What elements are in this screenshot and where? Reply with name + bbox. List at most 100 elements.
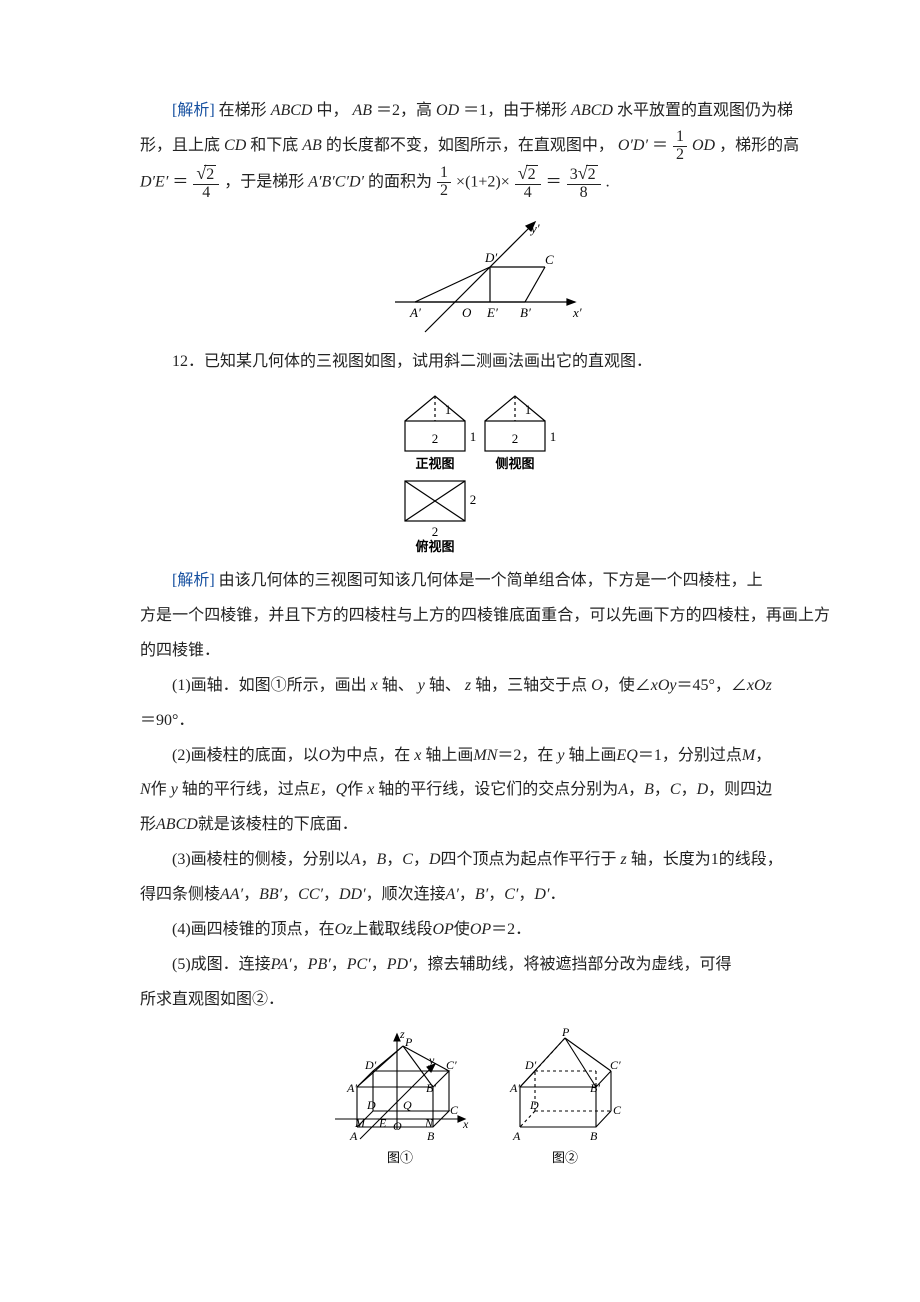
tv-2a: 2: [432, 524, 439, 539]
s2-N: N: [140, 781, 151, 798]
sol2-step2b: N作 y 轴的平行线，过点E，Q作 x 轴的平行线，设它们的交点分别为A，B，C…: [140, 773, 830, 808]
p3-area: 的面积为: [368, 173, 432, 190]
side-caption: 侧视图: [495, 456, 534, 471]
s2-Q: Q: [336, 781, 348, 798]
f3b-Dp: D′: [524, 1058, 537, 1072]
front-caption: 正视图: [415, 456, 454, 471]
f3-x: x: [462, 1117, 469, 1131]
f3-C: C: [450, 1103, 459, 1117]
f3-P: P: [404, 1035, 413, 1049]
p1-ab: AB: [352, 102, 372, 119]
s5-PA: PA′: [271, 956, 292, 973]
sv-2: 2: [512, 431, 519, 446]
f3-N: N: [424, 1116, 434, 1130]
s3-DD: DD′: [339, 886, 366, 903]
s2-g: ，: [755, 747, 771, 764]
p2-eq: ＝: [652, 137, 668, 154]
p1-od: OD: [436, 102, 459, 119]
solution-label: [解析]: [172, 102, 215, 119]
f3-M: M: [354, 1116, 366, 1130]
p3-dep: D′E′: [140, 173, 168, 190]
s2-l: 轴的平行线，设它们的交点分别为: [378, 781, 618, 798]
fig3-svg: D′ P z y C′ A′ D Q B′ C M E O N x A B: [325, 1024, 645, 1169]
s2-o: 就是该棱柱的下底面．: [198, 816, 358, 833]
p2-c: 的长度都不变，如图所示，在直观图中，: [326, 137, 614, 154]
p1-abcd: ABCD: [271, 102, 313, 119]
s5-b: ，擦去辅助线，将被遮挡部分改为虚线，可得: [412, 956, 732, 973]
s2-n2: 形: [140, 816, 156, 833]
p2-d: ，梯形的高: [719, 137, 799, 154]
p1-c: 水平放置的直观图仍为梯: [617, 102, 793, 119]
f3-Bp: B′: [426, 1081, 436, 1095]
page-root: [解析] 在梯形 ABCD 中， AB ＝2，高 OD ＝1，由于梯形 ABCD…: [0, 0, 920, 1302]
p1-eq2: ＝1，由于梯形: [463, 102, 567, 119]
s2-E: E: [310, 781, 320, 798]
p2-b: 和下底: [250, 137, 298, 154]
s3-BB: BB′: [259, 886, 282, 903]
f3b-A: A: [512, 1129, 521, 1143]
p3-eq: ＝: [172, 173, 188, 190]
s1-g: ＝90°．: [140, 712, 194, 729]
s4-d: ＝2．: [491, 921, 531, 938]
frac-root2-4b: 2 4: [514, 164, 542, 202]
s2-c: 轴上画: [425, 747, 473, 764]
f3b-C: C: [613, 1103, 622, 1117]
p3-quad: A′B′C′D′: [308, 173, 364, 190]
f3b-B: B: [590, 1129, 598, 1143]
p1-abcd2: ABCD: [571, 102, 613, 119]
s1-x: x: [367, 677, 382, 694]
s3-Cp: C′: [504, 886, 518, 903]
sol2-l1b: 方是一个四棱锥，并且下方的四棱柱与上方的四棱锥底面重合，可以先画下方的四棱柱，再…: [140, 599, 830, 669]
fig1-Dp: D′: [484, 250, 497, 265]
fv-1b: 1: [470, 429, 477, 444]
f3-Dp: D′: [364, 1058, 377, 1072]
s3-Ap: A′: [446, 886, 459, 903]
s3-d: 得四条侧棱: [140, 886, 220, 903]
s2-x2: x: [363, 781, 378, 798]
s3-A: A: [351, 851, 361, 868]
s5-PC: PC′: [347, 956, 371, 973]
f3b-Bp: B′: [590, 1081, 600, 1095]
s1-a: (1)画轴．如图①所示，画出: [172, 677, 367, 694]
sol2-step5: (5)成图．连接PA′，PB′，PC′，PD′，擦去辅助线，将被遮挡部分改为虚线…: [140, 948, 830, 983]
f3-y: y: [428, 1053, 435, 1067]
fig1-yp: y′: [529, 221, 540, 236]
p1-a: 在梯形: [219, 102, 267, 119]
s2-e: 轴上画: [569, 747, 617, 764]
s3-CC: CC′: [298, 886, 323, 903]
root-a: 2: [204, 165, 216, 183]
s5-c: 所求直观图如图②．: [140, 991, 284, 1008]
root-c: 2: [586, 165, 598, 183]
sol2-l1: [解析] 由该几何体的三视图可知该几何体是一个简单组合体，下方是一个四棱柱，上: [140, 564, 830, 599]
den-a: 4: [193, 185, 219, 202]
den-c: 8: [567, 185, 601, 202]
s2-j: ，: [320, 781, 336, 798]
fig1-Ep: E′: [486, 305, 498, 320]
s2-mn: MN: [473, 747, 497, 764]
root-b: 2: [526, 165, 538, 183]
half-num2: 1: [437, 165, 451, 183]
sol2-step3b: 得四条侧棱AA′，BB′，CC′，DD′，顺次连接A′，B′，C′，D′．: [140, 878, 830, 913]
s1-b: 轴、: [382, 677, 414, 694]
s1-z: z: [461, 677, 475, 694]
s1-xoz: xOz: [747, 677, 772, 694]
tv-2b: 2: [470, 492, 477, 507]
s2-k: 作: [347, 781, 363, 798]
s4-OP2: OP: [470, 921, 491, 938]
fig1-svg: A′ B′ C D′ E′ O y′ x′: [375, 207, 595, 337]
s3-e: ，顺次连接: [366, 886, 446, 903]
figure-oblique-drawings: D′ P z y C′ A′ D Q B′ C M E O N x A B: [140, 1024, 830, 1169]
sv-1a: 1: [525, 402, 532, 417]
sol2-p0b: 方是一个四棱锥，并且下方的四棱柱与上方的四棱锥底面重合，可以先画下方的四棱柱，再…: [140, 607, 830, 659]
s1-d: 轴，三轴交于点: [475, 677, 587, 694]
s3-D: D: [429, 851, 441, 868]
s1-xoy: xOy: [651, 677, 677, 694]
s4-c: 使: [454, 921, 470, 938]
s5-a: (5)成图．连接: [172, 956, 271, 973]
f3-E: E: [378, 1116, 387, 1130]
half-den2: 2: [437, 183, 451, 200]
f3-Cp: C′: [446, 1058, 457, 1072]
s5-PB: PB′: [308, 956, 331, 973]
half-den: 2: [673, 147, 687, 164]
fig1-O: O: [462, 305, 472, 320]
